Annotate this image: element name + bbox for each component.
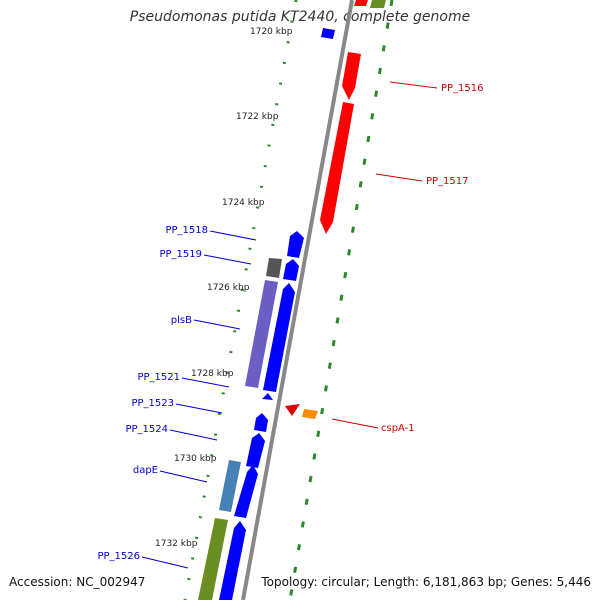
scale-label-1730: 1730 kbp — [174, 454, 217, 464]
scale-label-1728: 1728 kbp — [191, 369, 234, 379]
outer-scale-track — [288, 0, 394, 600]
leader-pp-1516 — [389, 81, 438, 89]
gene-pp-1526[interactable] — [219, 521, 246, 600]
gene-pp-1524[interactable] — [246, 433, 265, 468]
gene-label-pp-1526[interactable]: PP_1526 — [97, 551, 140, 562]
gene-label-plsb[interactable]: plsB — [171, 315, 192, 326]
gene-pp-1518[interactable] — [287, 231, 304, 258]
genome-title: Pseudomonas putida KT2440, complete geno… — [129, 9, 471, 25]
scale-label-1726: 1726 kbp — [207, 283, 250, 293]
genome-backbone — [241, 0, 354, 600]
leader-pp-1519 — [203, 254, 252, 265]
genome-summary-text: Topology: circular; Length: 6,181,863 bp… — [261, 575, 591, 589]
gene-dape[interactable] — [234, 465, 258, 518]
gene-pp-1517[interactable] — [320, 102, 354, 234]
gene-label-pp-1516[interactable]: PP_1516 — [441, 83, 484, 94]
leader-dape — [159, 470, 208, 483]
gene-cspa-1-red[interactable] — [285, 404, 300, 416]
gene-label-pp-1519[interactable]: PP_1519 — [159, 249, 202, 260]
gene-feature-top-olive[interactable] — [370, 0, 386, 8]
leader-cspa-1 — [331, 418, 379, 429]
gene-label-pp-1517[interactable]: PP_1517 — [426, 176, 469, 187]
gene-dape-steel[interactable] — [219, 460, 241, 512]
accession-text: Accession: NC_002947 — [9, 575, 146, 589]
gene-label-pp-1518[interactable]: PP_1518 — [165, 225, 208, 236]
gene-plsb[interactable] — [263, 283, 295, 392]
scale-label-1724: 1724 kbp — [222, 198, 265, 208]
gene-pp-1523[interactable] — [254, 413, 268, 432]
gene-label-dape[interactable]: dapE — [133, 465, 158, 476]
gene-label-cspa-1[interactable]: cspA-1 — [381, 423, 415, 434]
scale-label-1720: 1720 kbp — [250, 27, 293, 37]
leader-plsb — [193, 319, 241, 330]
leader-pp-1524 — [169, 429, 218, 441]
gene-pp-1516[interactable] — [342, 52, 361, 100]
gene-label-pp-1523[interactable]: PP_1523 — [131, 398, 174, 409]
gene-pp-1519[interactable] — [283, 259, 299, 281]
scale-label-1722: 1722 kbp — [236, 112, 279, 122]
scale-label-1732: 1732 kbp — [155, 539, 198, 549]
gene-label-pp-1524[interactable]: PP_1524 — [125, 424, 168, 435]
gene-feature-top-blue[interactable] — [321, 28, 335, 39]
gene-feature-top-red[interactable] — [354, 0, 368, 6]
gene-plsb-purple[interactable] — [245, 280, 278, 388]
leader-pp-1526 — [141, 556, 189, 569]
gene-pp-1526-olive[interactable] — [198, 518, 228, 600]
gene-label-pp-1521[interactable]: PP_1521 — [137, 372, 180, 383]
gene-cspa-1[interactable] — [302, 409, 318, 419]
leader-pp-1521 — [181, 377, 230, 388]
gene-pp-1519-gray[interactable] — [266, 258, 282, 278]
leader-pp-1518 — [209, 230, 257, 241]
leader-pp-1517 — [375, 173, 423, 182]
gene-pp-1521[interactable] — [262, 393, 273, 400]
leader-pp-1523 — [175, 403, 223, 414]
